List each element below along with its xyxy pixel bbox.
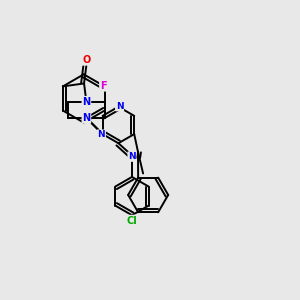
Text: N: N [128, 152, 136, 161]
Text: O: O [82, 55, 91, 65]
Text: N: N [116, 102, 123, 111]
Text: F: F [100, 81, 106, 91]
Text: N: N [82, 97, 91, 107]
Text: Cl: Cl [127, 215, 137, 226]
Text: N: N [82, 113, 91, 123]
Text: N: N [98, 130, 105, 139]
